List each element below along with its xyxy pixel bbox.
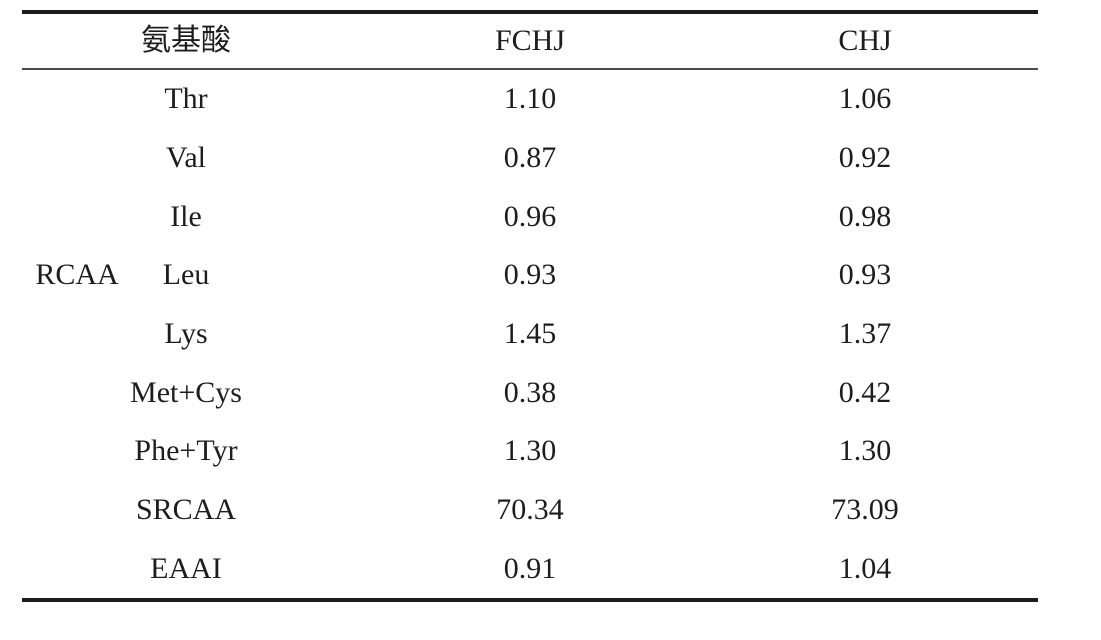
fchj-value: 1.45 [503,317,557,351]
amino-acid-name: Phe+Tyr [134,434,238,468]
table-row-ile: Ile 0.96 0.98 [22,187,1038,246]
chj-value: 0.42 [838,375,892,409]
header-spacer [22,14,111,68]
amino-acid-table: 氨基酸 FCHJ CHJ RCAA Thr 1.10 1.06 Val [22,10,1038,602]
fchj-value: 0.87 [503,141,557,174]
row-group-label-rcaa: RCAA [35,258,119,291]
amino-acid-name: EAAI [150,551,222,585]
table-bottom-rule [22,598,1038,602]
table-row-met-cys: Met+Cys 0.38 0.42 [22,363,1038,422]
chj-value: 0.98 [838,199,892,233]
fchj-value: 0.38 [503,375,557,409]
table-body: RCAA Thr 1.10 1.06 Val 0.87 0.92 [22,70,1038,598]
header-spacer [940,14,1038,68]
table-row-srcaa: SRCAA 70.34 73.09 [22,481,1038,540]
fchj-value: 0.96 [503,199,557,233]
header-amino-acid: 氨基酸 [141,24,231,57]
chj-value: 0.93 [838,258,892,292]
chj-value: 1.06 [838,82,892,116]
amino-acid-name: Lys [164,317,208,351]
header-chj: CHJ [838,24,892,57]
table-header-rule [22,68,1038,70]
table-row-thr: Thr 1.10 1.06 [22,70,1038,129]
table-header-row: 氨基酸 FCHJ CHJ [22,14,1038,68]
amino-acid-name: Ile [170,199,202,233]
chj-value: 1.37 [838,317,892,351]
header-spacer [605,14,790,68]
amino-acid-name: Leu [162,258,210,292]
table-row-eaai: EAAI 0.91 1.04 [22,539,1038,598]
table-row-leu: Leu 0.93 0.93 [22,246,1038,305]
table-row-val: Val 0.87 0.92 [22,129,1038,188]
amino-acid-name: Val [166,141,206,174]
table-row-lys: Lys 1.45 1.37 [22,305,1038,364]
table-row-phe-tyr: Phe+Tyr 1.30 1.30 [22,422,1038,481]
chj-value: 73.09 [831,493,899,527]
fchj-value: 1.10 [503,82,557,116]
fchj-value: 0.93 [503,258,557,292]
fchj-value: 70.34 [496,493,564,527]
header-fchj: FCHJ [494,24,566,57]
header-spacer [261,14,455,68]
fchj-value: 0.91 [503,551,557,585]
amino-acid-name: Met+Cys [130,375,242,409]
amino-acid-name: Thr [164,82,208,116]
chj-value: 1.30 [838,434,892,468]
chj-value: 1.04 [838,551,892,585]
table-top-rule [22,10,1038,14]
fchj-value: 1.30 [503,434,557,468]
chj-value: 0.92 [838,141,892,174]
amino-acid-name: SRCAA [135,493,237,527]
